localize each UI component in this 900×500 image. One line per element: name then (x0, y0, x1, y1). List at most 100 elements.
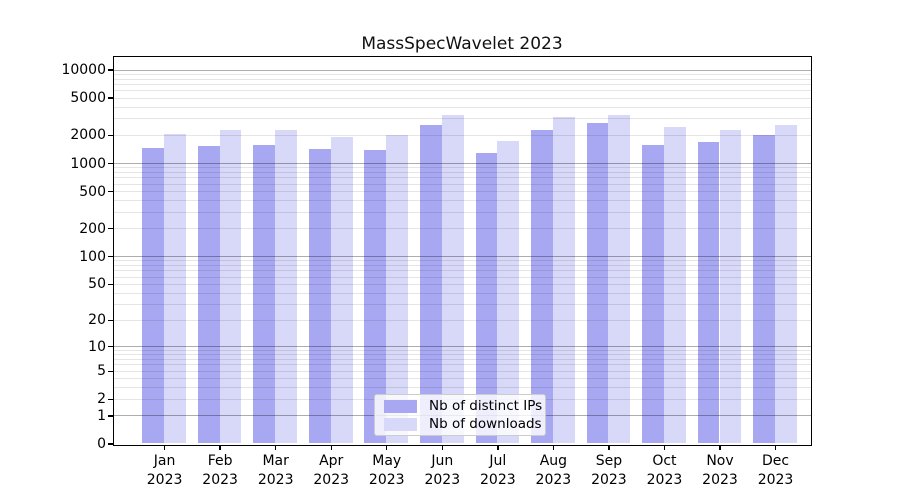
gridline-minor (113, 319, 811, 321)
x-axis-tick (441, 445, 443, 450)
x-axis-tick (330, 445, 332, 450)
x-axis-tick (219, 445, 221, 450)
y-axis-tick (108, 134, 113, 137)
y-axis-tick (108, 443, 113, 445)
x-tick-label-dec: Dec 2023 (757, 453, 794, 488)
gridline-minor (113, 200, 811, 202)
gridline-minor (113, 378, 811, 380)
gridline-minor (113, 283, 811, 285)
x-axis-tick (552, 445, 555, 450)
x-axis-tick (774, 445, 777, 450)
y-tick-label: 200 (79, 220, 106, 237)
y-tick-label: 1000 (70, 155, 106, 172)
gridline-minor (113, 292, 811, 294)
gridline-minor (113, 78, 811, 80)
y-tick-label: 5000 (70, 90, 106, 107)
y-axis-tick (108, 370, 113, 372)
gridline-minor (113, 183, 811, 185)
bar-distinct-ips-feb (197, 145, 220, 444)
y-tick-label: 0 (97, 436, 106, 452)
x-tick-label-jan: Jan 2023 (146, 453, 183, 488)
y-tick-label: 2 (97, 391, 106, 408)
y-axis-tick (108, 190, 113, 193)
gridline-minor (113, 276, 811, 278)
chart-title: MassSpecWavelet 2023 (361, 34, 563, 54)
gridline-major (113, 163, 811, 164)
y-axis-tick (108, 162, 113, 165)
x-tick-label-apr: Apr 2023 (313, 453, 350, 488)
x-axis-tick (497, 445, 499, 450)
gridline-minor (113, 84, 811, 86)
y-axis-tick (108, 283, 113, 286)
bar-downloads-dec (775, 124, 797, 444)
gridline-minor (113, 118, 811, 120)
gridline-minor (113, 211, 811, 213)
bar-distinct-ips-mar (253, 144, 276, 444)
x-axis-tick (663, 445, 666, 450)
gridline-minor (113, 387, 811, 389)
y-axis-tick (108, 227, 113, 230)
x-tick-label-feb: Feb 2023 (202, 453, 238, 488)
gridline-major (113, 69, 811, 71)
gridline-minor (113, 354, 811, 356)
x-tick-label-jun: Jun 2023 (424, 453, 461, 488)
legend-item-downloads: Nb of downloads (375, 416, 545, 433)
bar-distinct-ips-jul (475, 153, 498, 444)
y-tick-label: 20 (88, 312, 106, 329)
gridline-minor (113, 359, 811, 361)
gridline-minor (113, 304, 811, 306)
x-tick-label-nov: Nov 2023 (702, 453, 738, 488)
gridline-minor (113, 90, 811, 92)
y-axis-tick (108, 415, 113, 417)
gridline-minor (113, 73, 811, 75)
legend: Nb of distinct IPs Nb of downloads (374, 394, 546, 436)
gridline-minor (113, 172, 811, 174)
bar-downloads-feb (219, 130, 242, 444)
bar-downloads-may (386, 135, 409, 444)
x-tick-label-mar: Mar 2023 (257, 453, 294, 488)
gridline-minor (113, 364, 811, 366)
y-axis-tick (108, 69, 113, 71)
bar-distinct-ips-may (364, 150, 387, 444)
legend-item-distinct-ips: Nb of distinct IPs (375, 398, 545, 415)
gridline-minor (113, 270, 811, 272)
legend-swatch-downloads (384, 417, 417, 431)
gridline-minor (113, 370, 811, 372)
gridline-minor (113, 228, 811, 230)
y-tick-label: 100 (79, 248, 106, 265)
bar-distinct-ips-dec (753, 135, 776, 444)
x-axis-tick (608, 445, 610, 450)
bar-distinct-ips-nov (697, 142, 720, 444)
gridline-major (113, 256, 811, 258)
x-axis-tick (163, 445, 166, 450)
y-axis-tick (108, 345, 113, 348)
y-axis-tick (108, 319, 113, 322)
bar-downloads-jan (164, 134, 186, 444)
x-tick-label-aug: Aug 2023 (535, 453, 572, 488)
bar-downloads-nov (719, 129, 742, 444)
y-axis-tick (108, 255, 113, 258)
y-tick-label: 5 (97, 363, 106, 380)
legend-label-downloads: Nb of downloads (429, 416, 542, 432)
gridline-minor (113, 191, 811, 193)
legend-label-distinct-ips: Nb of distinct IPs (429, 398, 543, 414)
gridline-major (113, 346, 811, 348)
y-tick-label: 50 (88, 276, 106, 293)
y-tick-label: 500 (79, 183, 106, 200)
bar-distinct-ips-jan (142, 147, 165, 444)
bar-distinct-ips-jun (420, 124, 442, 444)
gridline-minor (113, 177, 811, 179)
bar-downloads-oct (663, 126, 686, 444)
gridline-minor (113, 260, 811, 262)
bar-downloads-sep (608, 114, 631, 444)
bar-downloads-aug (552, 117, 575, 444)
x-tick-label-sep: Sep 2023 (591, 453, 627, 488)
bar-downloads-jun (441, 114, 464, 444)
gridline-minor (113, 265, 811, 267)
x-tick-label-oct: Oct 2023 (646, 453, 683, 488)
x-axis-tick (274, 445, 277, 450)
y-tick-label: 1 (97, 407, 106, 424)
y-axis-tick (108, 398, 113, 401)
plot-area (112, 55, 812, 446)
